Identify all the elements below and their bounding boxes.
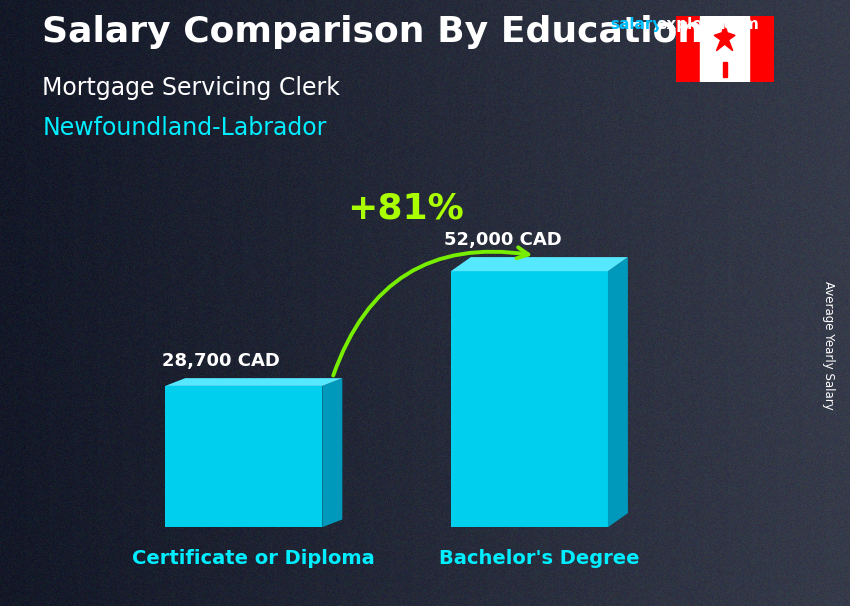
Text: +81%: +81%: [347, 191, 463, 225]
FancyBboxPatch shape: [165, 386, 322, 527]
Polygon shape: [165, 378, 343, 386]
Text: 52,000 CAD: 52,000 CAD: [444, 231, 562, 249]
Polygon shape: [322, 378, 343, 527]
Polygon shape: [450, 257, 628, 271]
Text: explorer: explorer: [656, 17, 728, 32]
FancyBboxPatch shape: [450, 271, 608, 527]
Text: Bachelor's Degree: Bachelor's Degree: [439, 549, 640, 568]
Bar: [700, 16, 749, 82]
Text: Salary Comparison By Education: Salary Comparison By Education: [42, 15, 704, 49]
FancyArrowPatch shape: [333, 247, 529, 376]
Bar: [749, 16, 774, 82]
Polygon shape: [608, 257, 628, 527]
Bar: [722, 62, 727, 77]
Polygon shape: [714, 23, 735, 51]
Text: Certificate or Diploma: Certificate or Diploma: [133, 549, 375, 568]
Text: Newfoundland-Labrador: Newfoundland-Labrador: [42, 116, 327, 141]
Text: Average Yearly Salary: Average Yearly Salary: [822, 281, 836, 410]
Text: 28,700 CAD: 28,700 CAD: [162, 352, 280, 370]
Text: .com: .com: [718, 17, 759, 32]
Text: salary: salary: [610, 17, 663, 32]
Bar: [676, 16, 700, 82]
Text: Mortgage Servicing Clerk: Mortgage Servicing Clerk: [42, 76, 340, 100]
